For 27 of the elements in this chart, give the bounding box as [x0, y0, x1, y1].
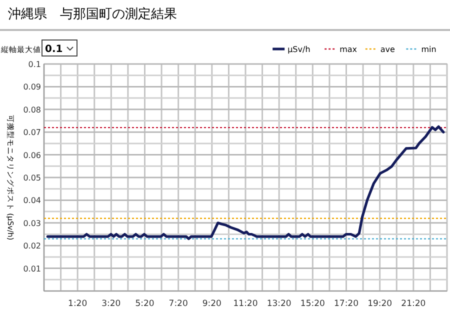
title: 沖縄県 与那国町の測定結果	[8, 7, 177, 22]
x-tick-label: 17:20	[334, 299, 358, 309]
x-tick-label: 19:20	[368, 299, 392, 309]
y-tick-label: 0.08	[23, 105, 41, 114]
legend-label: ave	[380, 45, 396, 54]
y-tick-label: 0.04	[23, 196, 41, 206]
y-tick-label: 0.02	[23, 242, 41, 251]
y-tick-label: 0.07	[23, 128, 41, 138]
x-tick-label: 9:20	[202, 299, 222, 309]
x-tick-label: 13:20	[266, 299, 292, 309]
y-tick-label: 0.09	[23, 82, 41, 92]
y-tick-label: 0.03	[23, 218, 41, 228]
x-tick-label: 3:20	[102, 299, 121, 309]
x-tick-label: 21:20	[401, 299, 426, 309]
legend-label: μSv/h	[288, 45, 310, 54]
legend-label: max	[340, 45, 358, 54]
x-tick-label: 11:20	[233, 299, 258, 309]
x-tick-label: 1:20	[68, 299, 88, 309]
x-tick-label: 7:20	[168, 299, 188, 309]
x-tick-label: 5:20	[135, 299, 154, 309]
y-tick-label: 0.01	[23, 264, 41, 274]
y-tick-label: 0.05	[23, 174, 41, 182]
y-tick-label: 0.1	[28, 60, 41, 69]
x-tick-label: 15:20	[300, 299, 325, 309]
legend-label: min	[421, 45, 436, 54]
dropdown: 0.1	[42, 40, 78, 56]
y-tick-label: 0.06	[23, 150, 41, 160]
